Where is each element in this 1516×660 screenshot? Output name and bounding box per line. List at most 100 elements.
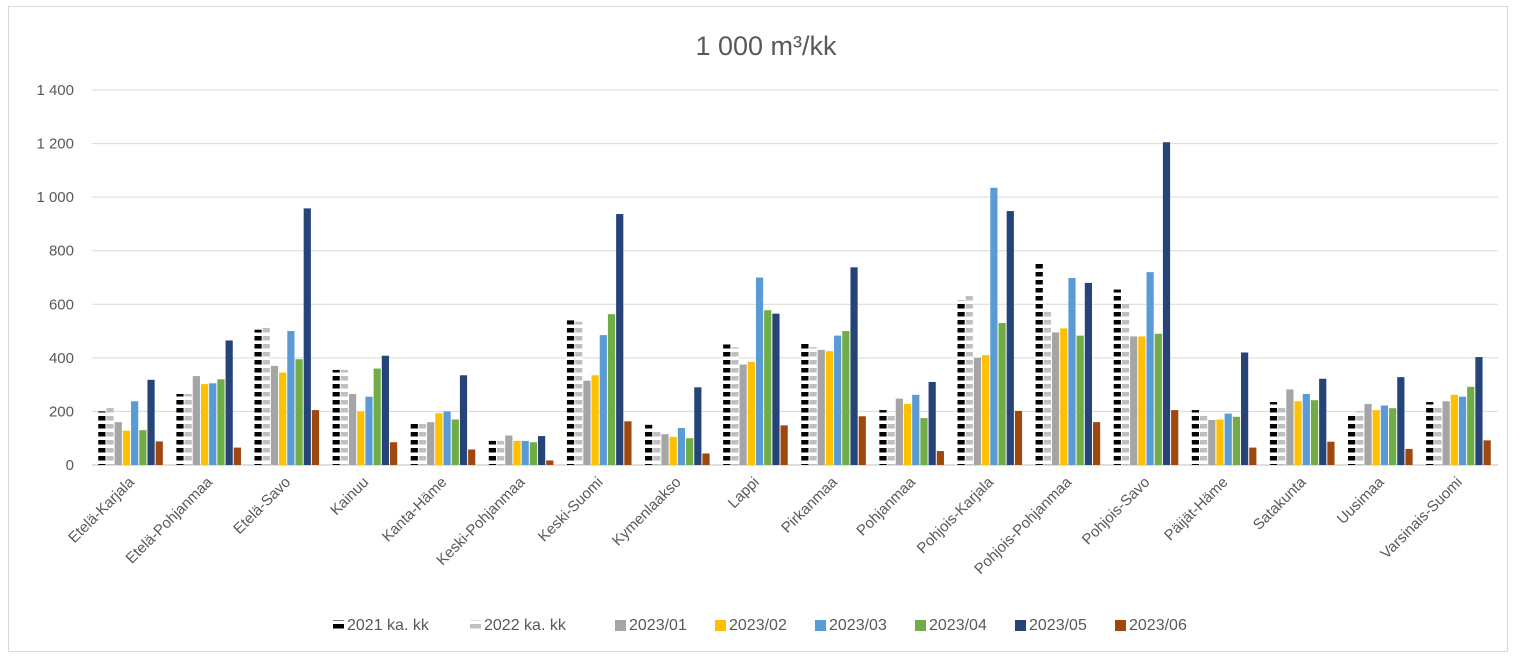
bar bbox=[1076, 335, 1084, 465]
bar bbox=[1278, 406, 1286, 465]
bar bbox=[1154, 333, 1162, 465]
bar bbox=[1458, 396, 1467, 465]
x-tick-label: Varsinais-Suomi bbox=[1377, 474, 1465, 562]
bar bbox=[1224, 413, 1232, 465]
y-tick-label: 600 bbox=[49, 296, 74, 313]
bar bbox=[1014, 410, 1023, 465]
bar bbox=[1389, 408, 1397, 465]
bar bbox=[850, 267, 858, 465]
y-tick-label: 0 bbox=[66, 457, 74, 474]
bar bbox=[1356, 411, 1364, 465]
bar bbox=[1068, 278, 1076, 465]
bar bbox=[1138, 336, 1146, 465]
x-tick-label: Etelä-Pohjanmaa bbox=[123, 473, 217, 567]
bar bbox=[1327, 441, 1335, 465]
bar bbox=[1121, 300, 1130, 465]
bar bbox=[661, 434, 669, 465]
legend-swatch bbox=[815, 620, 826, 631]
legend-swatch bbox=[615, 620, 626, 631]
bar bbox=[702, 453, 710, 465]
legend-label: 2023/04 bbox=[929, 617, 987, 634]
legend-label: 2021 ka. kk bbox=[347, 617, 430, 634]
bar bbox=[772, 313, 780, 465]
bar bbox=[1348, 412, 1356, 465]
bar bbox=[311, 410, 320, 465]
bar bbox=[583, 380, 591, 465]
x-tick-label: Lappi bbox=[725, 474, 763, 512]
bar bbox=[1162, 142, 1171, 465]
bar bbox=[139, 430, 147, 465]
bar bbox=[114, 422, 122, 465]
bar bbox=[1043, 310, 1051, 465]
bar bbox=[427, 422, 435, 465]
bar bbox=[653, 430, 661, 465]
x-tick-label: Satakunta bbox=[1250, 473, 1310, 533]
bar bbox=[694, 387, 702, 465]
bar bbox=[990, 187, 998, 465]
bar bbox=[459, 375, 468, 465]
bar bbox=[998, 323, 1006, 465]
bar bbox=[1191, 410, 1200, 465]
bar bbox=[669, 436, 677, 465]
bar bbox=[192, 376, 200, 465]
bar bbox=[332, 369, 340, 465]
legend-label: 2023/03 bbox=[829, 617, 887, 634]
bar bbox=[957, 300, 965, 465]
legend-swatch bbox=[1015, 620, 1026, 631]
bar bbox=[764, 310, 772, 465]
y-tick-label: 1 400 bbox=[36, 82, 74, 99]
bar bbox=[254, 329, 262, 465]
bar bbox=[1434, 406, 1442, 465]
bar bbox=[645, 424, 653, 465]
bar bbox=[106, 404, 114, 465]
bar bbox=[1426, 402, 1434, 465]
bar bbox=[858, 416, 866, 465]
bar bbox=[1294, 401, 1302, 465]
bar bbox=[1216, 419, 1224, 465]
bar bbox=[131, 401, 139, 465]
bar bbox=[1467, 386, 1475, 465]
bar bbox=[418, 420, 427, 465]
x-tick-label: Kainuu bbox=[327, 474, 372, 519]
bar bbox=[225, 340, 233, 465]
bar bbox=[1084, 282, 1092, 465]
bar bbox=[1092, 422, 1101, 465]
bar bbox=[1319, 378, 1327, 465]
bar bbox=[521, 440, 529, 465]
x-tick-label: Etelä-Karjala bbox=[65, 473, 138, 546]
bar bbox=[624, 421, 632, 465]
bar bbox=[973, 357, 982, 465]
bar bbox=[348, 394, 357, 465]
bar bbox=[747, 361, 755, 465]
bar bbox=[233, 447, 241, 465]
bar bbox=[295, 359, 303, 465]
bar bbox=[546, 460, 554, 465]
x-tick-label: Uusimaa bbox=[1334, 473, 1388, 527]
bar bbox=[513, 440, 521, 465]
bar bbox=[1269, 402, 1278, 465]
bar bbox=[184, 394, 192, 465]
y-tick-label: 200 bbox=[49, 403, 74, 420]
bar bbox=[373, 368, 381, 465]
bar bbox=[599, 335, 607, 465]
bar bbox=[443, 411, 451, 465]
bar bbox=[1483, 440, 1491, 465]
bar bbox=[686, 438, 694, 465]
x-tick-label: Kanta-Häme bbox=[379, 474, 451, 546]
bar bbox=[1146, 272, 1154, 465]
bar bbox=[723, 344, 731, 465]
bar bbox=[287, 331, 295, 465]
legend-label: 2023/01 bbox=[629, 617, 687, 634]
bar bbox=[566, 320, 575, 465]
bar bbox=[98, 411, 106, 465]
bar bbox=[965, 294, 973, 465]
bar bbox=[209, 383, 217, 465]
y-tick-label: 1 000 bbox=[36, 189, 74, 206]
bar bbox=[389, 442, 398, 465]
bar bbox=[677, 428, 686, 465]
bar bbox=[381, 355, 389, 465]
bar bbox=[1171, 410, 1179, 465]
legend-swatch bbox=[333, 620, 344, 631]
bar bbox=[1113, 289, 1121, 465]
